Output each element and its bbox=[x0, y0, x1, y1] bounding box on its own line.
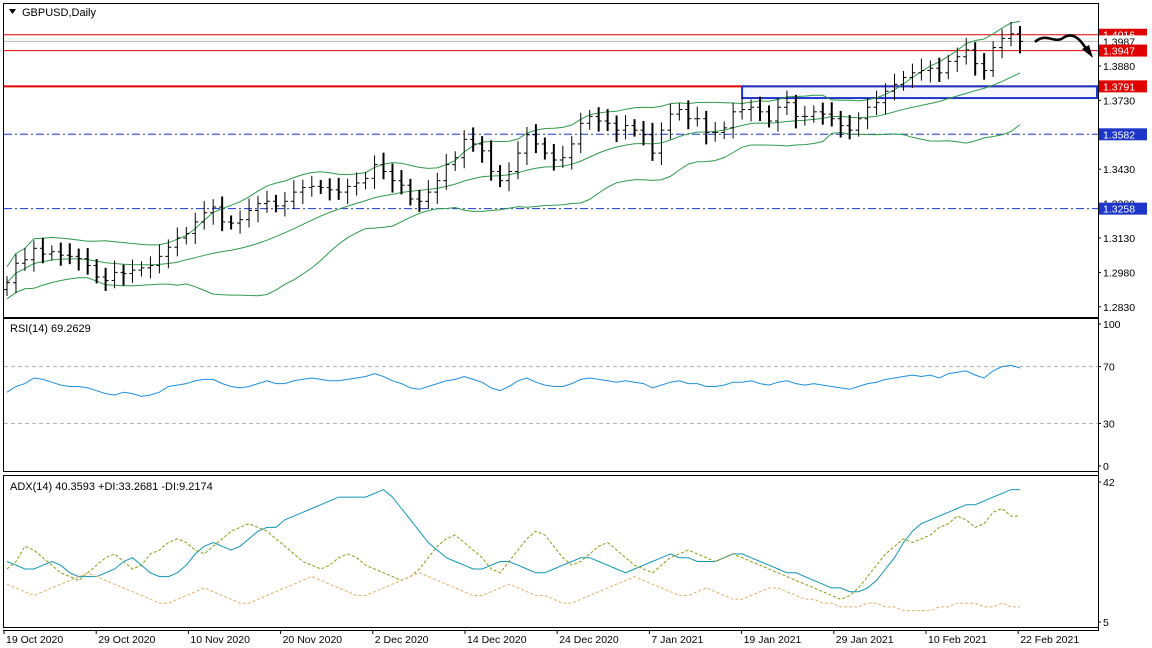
price-chart bbox=[4, 20, 1098, 300]
date-tick-label: 2 Dec 2020 bbox=[375, 634, 429, 646]
rsi-tick-label: 30 bbox=[1103, 418, 1115, 430]
rsi-tick-label: 70 bbox=[1103, 362, 1115, 374]
date-tick-label: 24 Dec 2020 bbox=[559, 634, 619, 646]
bollinger-upper-band bbox=[6, 20, 1021, 267]
price-level-label: 1.3791 bbox=[1103, 81, 1135, 93]
price-level-label: 1.3947 bbox=[1103, 46, 1135, 58]
date-tick-label: 29 Oct 2020 bbox=[98, 634, 155, 646]
rsi-tick-label: 100 bbox=[1103, 319, 1121, 331]
symbol-label: GBPUSD,Daily bbox=[22, 7, 96, 19]
adx-line bbox=[6, 489, 1020, 593]
date-tick-label: 10 Nov 2020 bbox=[190, 634, 250, 646]
plus-di-line bbox=[6, 507, 1020, 600]
date-tick-label: 20 Nov 2020 bbox=[283, 634, 343, 646]
price-level-box bbox=[1099, 202, 1147, 215]
price-tick-label: 1.3430 bbox=[1103, 164, 1135, 176]
price-level-box bbox=[1099, 128, 1147, 141]
adx-label: ADX(14) 40.3593 +DI:33.2681 -DI:9.2174 bbox=[10, 481, 213, 493]
price-level-box bbox=[1099, 80, 1147, 93]
bollinger-lower-band bbox=[6, 124, 1021, 300]
forecast-arrowhead bbox=[1082, 45, 1093, 58]
chevron-down-icon[interactable] bbox=[9, 9, 16, 14]
forecast-arrow bbox=[1034, 34, 1090, 53]
adx-tick-label: 5 bbox=[1103, 617, 1109, 629]
price-tick-label: 1.3880 bbox=[1103, 61, 1135, 73]
date-tick-label: 10 Feb 2021 bbox=[928, 634, 987, 646]
main-panel-frame bbox=[3, 3, 1099, 318]
rsi-line bbox=[6, 364, 1021, 397]
rsi-tick-label: 0 bbox=[1103, 461, 1109, 473]
adx-chart bbox=[6, 489, 1020, 612]
date-tick-label: 7 Jan 2021 bbox=[651, 634, 703, 646]
price-tick-label: 1.3730 bbox=[1103, 95, 1135, 107]
price-level-label: 1.3258 bbox=[1103, 204, 1135, 216]
price-tick-label: 1.2830 bbox=[1103, 302, 1135, 314]
date-tick-label: 19 Jan 2021 bbox=[744, 634, 802, 646]
rsi-panel-frame bbox=[3, 318, 1099, 472]
bollinger-middle-band bbox=[6, 72, 1021, 284]
axes: 1.37301.35801.34301.32801.31301.29801.28… bbox=[3, 28, 1147, 646]
price-tick-label: 1.2980 bbox=[1103, 267, 1135, 279]
price-tick-label: 1.3130 bbox=[1103, 233, 1135, 245]
adx-tick-label: 42 bbox=[1103, 477, 1115, 489]
support-zone-box bbox=[741, 85, 1098, 100]
price-level-box bbox=[1099, 44, 1147, 57]
date-tick-label: 19 Oct 2020 bbox=[6, 634, 63, 646]
rsi-chart bbox=[4, 364, 1098, 424]
date-tick-label: 14 Dec 2020 bbox=[467, 634, 527, 646]
rsi-label: RSI(14) 69.2629 bbox=[10, 323, 91, 335]
minus-di-line bbox=[6, 572, 1020, 612]
date-tick-label: 29 Jan 2021 bbox=[836, 634, 894, 646]
price-level-label: 1.3582 bbox=[1103, 129, 1135, 141]
price-level-box bbox=[1099, 35, 1147, 48]
adx-panel-frame bbox=[3, 475, 1099, 628]
date-tick-label: 22 Feb 2021 bbox=[1020, 634, 1079, 646]
